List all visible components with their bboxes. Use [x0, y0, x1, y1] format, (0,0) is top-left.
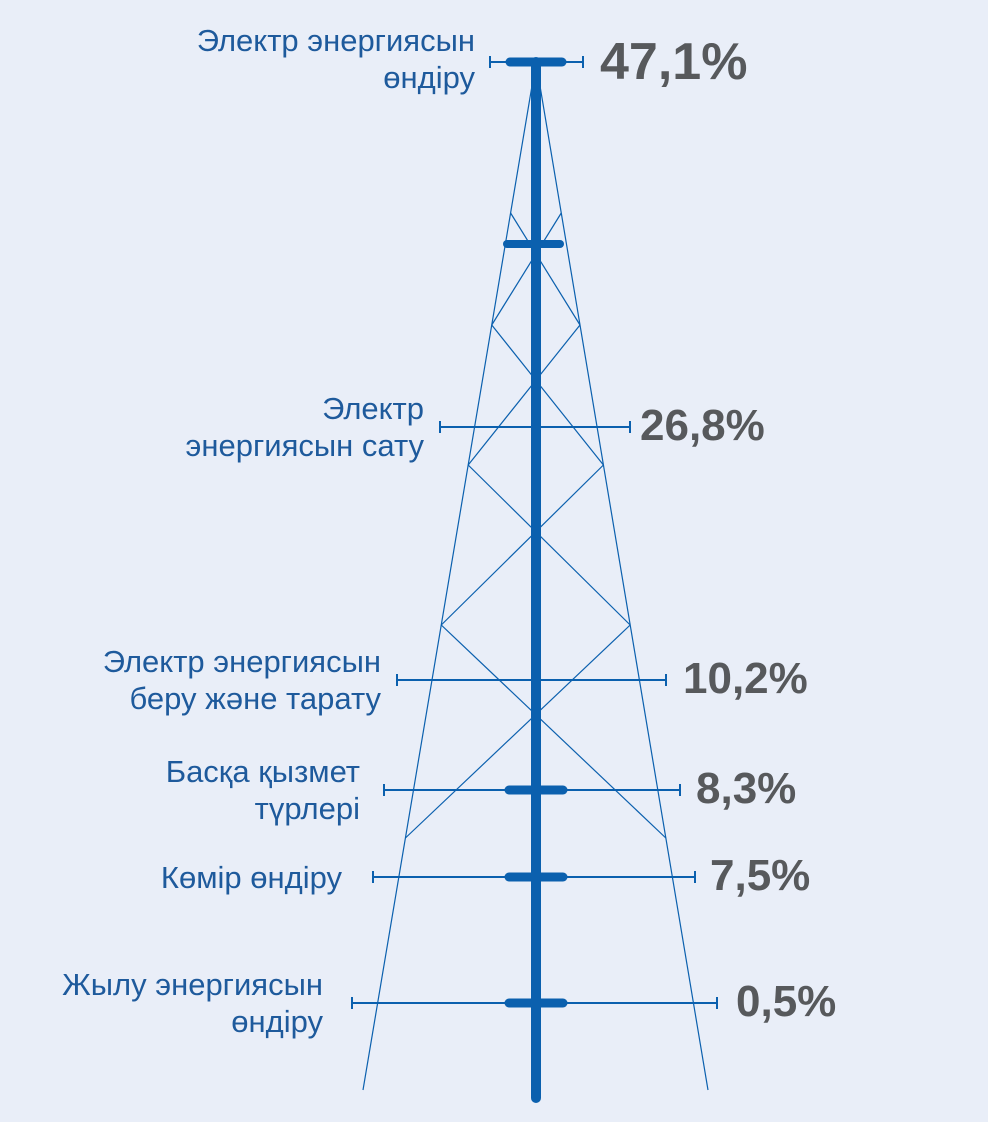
category-label-line: өндіру: [231, 1004, 323, 1039]
tower-brace: [491, 212, 562, 326]
value-label: 10,2%: [683, 654, 808, 704]
category-label: Электр энергиясын беру және тарату: [103, 643, 381, 717]
tower-leg-left: [362, 61, 537, 1091]
tower-leg-right: [535, 61, 709, 1091]
value-label: 47,1%: [600, 32, 748, 91]
category-label-line: Электр энергиясын: [102, 644, 381, 679]
category-label: Көмір өндіру: [161, 859, 342, 896]
category-label-line: өндіру: [383, 60, 475, 95]
value-label: 26,8%: [640, 401, 765, 451]
tower-brace: [440, 464, 604, 626]
category-label-line: Электр: [322, 391, 424, 426]
tower-brace: [467, 464, 631, 626]
category-label: Жылу энергиясын өндіру: [62, 966, 323, 1040]
value-label: 8,3%: [696, 764, 797, 814]
category-label: Басқа қызмет түрлері: [166, 753, 360, 827]
tower-brace: [491, 324, 604, 466]
tower-brace: [404, 624, 631, 839]
value-label: 7,5%: [710, 851, 811, 901]
tower-brace: [440, 624, 667, 839]
category-label-line: түрлері: [254, 791, 360, 826]
category-label-line: Көмір өндіру: [160, 859, 342, 895]
tower-brace: [467, 324, 581, 466]
category-label-line: беру және тарату: [129, 681, 381, 716]
tower-brace: [510, 212, 581, 326]
category-label-line: Басқа қызмет: [165, 754, 360, 789]
category-label-line: Жылу энергиясын: [62, 967, 323, 1002]
category-label-line: энергиясын сату: [185, 428, 424, 463]
category-label: Электр энергиясын өндіру: [197, 22, 475, 96]
value-label: 0,5%: [736, 977, 837, 1027]
category-label-line: Электр энергиясын: [196, 23, 475, 58]
category-label: Электр энергиясын сату: [186, 390, 424, 464]
